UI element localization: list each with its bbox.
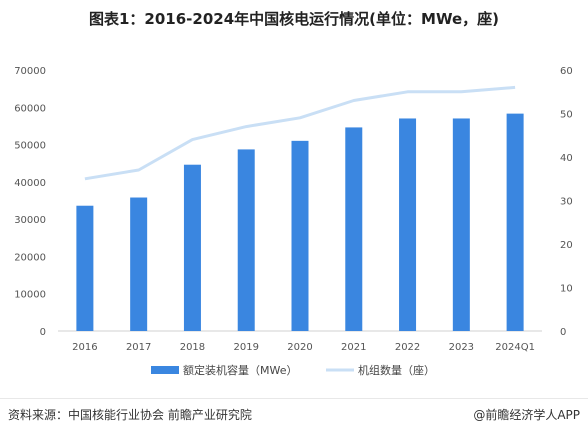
x-tick-label: 2022	[395, 342, 420, 353]
capacity-bar	[345, 127, 363, 331]
left-tick-label: 20000	[14, 252, 46, 263]
x-tick-label: 2023	[449, 342, 474, 353]
left-tick-label: 50000	[14, 141, 46, 152]
right-tick-label: 40	[560, 153, 573, 164]
right-tick-label: 50	[560, 110, 573, 121]
legend: 额定装机容量（MWe） 机组数量（座）	[151, 363, 435, 377]
x-tick-label: 2017	[126, 342, 151, 353]
legend-swatch-capacity	[151, 366, 179, 374]
capacity-bar	[237, 149, 255, 331]
left-tick-label: 70000	[14, 66, 46, 77]
right-tick-label: 60	[560, 66, 573, 77]
left-tick-label: 60000	[14, 103, 46, 114]
source-note: 资料来源：中国核能行业协会 前瞻产业研究院	[8, 408, 252, 422]
right-tick-label: 10	[560, 284, 573, 295]
right-tick-label: 20	[560, 240, 573, 251]
capacity-bar	[183, 164, 201, 331]
left-tick-label: 10000	[14, 290, 46, 301]
capacity-bar	[76, 205, 94, 331]
capacity-bar	[130, 197, 148, 331]
x-axis-ticks: 2016 2017 2018 2019 2020 2021 2022 2023 2024Q1	[72, 342, 535, 353]
capacity-bar	[399, 118, 417, 331]
capacity-bar	[452, 118, 470, 331]
x-tick-label: 2019	[233, 342, 258, 353]
right-tick-label: 0	[560, 327, 566, 338]
left-tick-label: 30000	[14, 215, 46, 226]
capacity-bar	[506, 113, 524, 331]
legend-label-units: 机组数量（座）	[358, 363, 435, 377]
unit-count-line	[84, 85, 516, 181]
left-tick-label: 0	[40, 327, 46, 338]
x-tick-label: 2018	[180, 342, 205, 353]
x-tick-label: 2020	[287, 342, 312, 353]
x-tick-label: 2021	[341, 342, 366, 353]
chart-canvas: 0 10000 20000 30000 40000 50000 60000 70000 0 10…	[14, 66, 573, 377]
footer-divider	[0, 398, 588, 399]
bars	[76, 113, 524, 331]
brand-label: @前瞻经济学人APP	[473, 408, 580, 422]
capacity-bar	[291, 140, 309, 331]
right-tick-label: 30	[560, 197, 573, 208]
right-axis-ticks: 0 10 20 30 40 50 60	[560, 66, 573, 338]
x-tick-label: 2016	[72, 342, 97, 353]
left-tick-label: 40000	[14, 178, 46, 189]
chart-title: 图表1：2016-2024年中国核电运行情况(单位：MWe，座)	[89, 10, 499, 28]
legend-label-capacity: 额定装机容量（MWe）	[183, 363, 298, 377]
series-line	[84, 85, 516, 181]
x-tick-label: 2024Q1	[495, 342, 535, 353]
left-axis-ticks: 0 10000 20000 30000 40000 50000 60000 70000	[14, 66, 46, 338]
